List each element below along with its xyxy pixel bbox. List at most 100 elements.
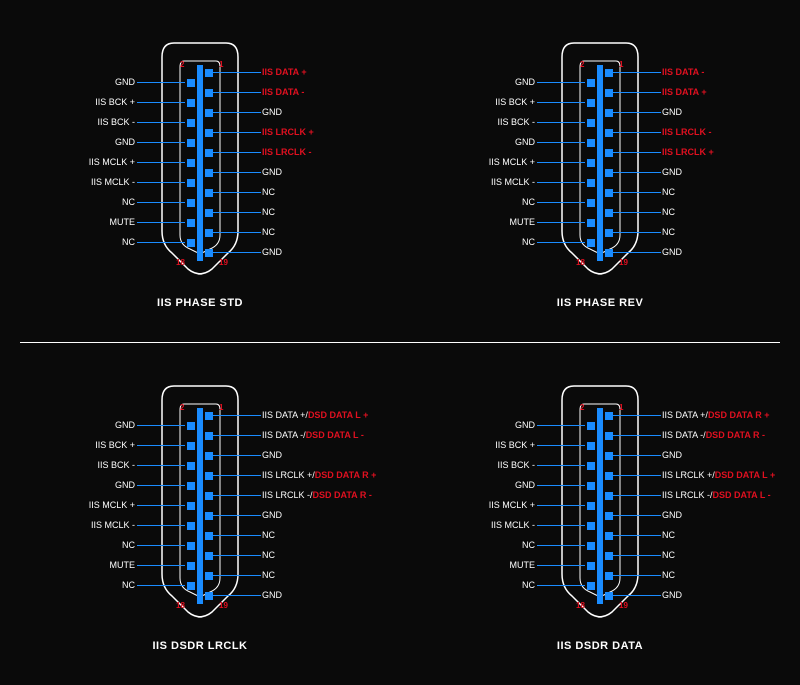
lead-line [613, 152, 661, 153]
pin [205, 109, 213, 117]
pin [205, 149, 213, 157]
pin [205, 592, 213, 600]
pin [187, 239, 195, 247]
lead-line [213, 152, 261, 153]
pin [187, 522, 195, 530]
pin-label: NC [122, 237, 135, 247]
pin [205, 452, 213, 460]
pin-label: NC [662, 187, 675, 197]
lead-line [213, 515, 261, 516]
pin-label: IIS DATA +/DSD DATA L + [262, 410, 368, 420]
pin-label: IIS MCLK - [91, 177, 135, 187]
pin-label: MUTE [110, 217, 136, 227]
pin [205, 229, 213, 237]
pin-label: NC [122, 540, 135, 550]
pin [605, 109, 613, 117]
pin-label: NC [262, 227, 275, 237]
pin-label: GND [662, 510, 682, 520]
pin [587, 239, 595, 247]
pin-label: IIS DATA +/DSD DATA R + [662, 410, 770, 420]
pin [187, 159, 195, 167]
lead-line [137, 425, 185, 426]
lead-line [213, 475, 261, 476]
pin-label: GND [262, 167, 282, 177]
lead-line [137, 485, 185, 486]
lead-line [213, 232, 261, 233]
pin-label: IIS DATA - [262, 87, 304, 97]
lead-line [537, 242, 585, 243]
pin [205, 89, 213, 97]
pin-number: 19 [619, 258, 628, 267]
pin-label: IIS LRCLK +/DSD DATA L + [662, 470, 775, 480]
pin-label: GND [262, 590, 282, 600]
pin-label: IIS BCK + [495, 440, 535, 450]
pin-label: NC [522, 540, 535, 550]
pin [587, 482, 595, 490]
pin [587, 79, 595, 87]
pin [205, 432, 213, 440]
pin [187, 582, 195, 590]
lead-line [213, 555, 261, 556]
pin [205, 69, 213, 77]
lead-line [613, 575, 661, 576]
lead-line [613, 495, 661, 496]
pin-label: MUTE [510, 217, 536, 227]
pin-center-bar [597, 408, 603, 604]
lead-line [537, 565, 585, 566]
pin-label: GND [515, 480, 535, 490]
pin-number: 2 [580, 60, 584, 69]
pin-label: IIS BCK - [97, 460, 135, 470]
lead-line [613, 555, 661, 556]
pin [605, 412, 613, 420]
pin-label: GND [115, 137, 135, 147]
lead-line [137, 565, 185, 566]
pin-number: 18 [576, 601, 585, 610]
pin-label: IIS MCLK + [489, 500, 535, 510]
pin-number: 18 [576, 258, 585, 267]
pin [205, 552, 213, 560]
pin-label: IIS MCLK - [491, 177, 535, 187]
lead-line [613, 515, 661, 516]
pinout-title: IIS PHASE STD [157, 297, 243, 309]
pin [587, 179, 595, 187]
lead-line [537, 142, 585, 143]
pin-label: IIS BCK + [95, 440, 135, 450]
pin-label: IIS DATA + [262, 67, 307, 77]
lead-line [613, 595, 661, 596]
lead-line [213, 112, 261, 113]
pin [605, 432, 613, 440]
lead-line [213, 172, 261, 173]
pin-label: GND [262, 107, 282, 117]
pin [187, 542, 195, 550]
hdmi-connector: 211819IIS DATA +/DSD DATA R +IIS DATA -/… [430, 376, 770, 626]
pin-label: GND [515, 77, 535, 87]
lead-line [213, 455, 261, 456]
hdmi-connector: 211819IIS DATA -IIS DATA +GNDIIS LRCLK -… [430, 33, 770, 283]
pin [187, 462, 195, 470]
lead-line [213, 92, 261, 93]
pin-label: GND [662, 167, 682, 177]
pin [587, 502, 595, 510]
lead-line [213, 535, 261, 536]
pin-label: NC [522, 580, 535, 590]
lead-line [537, 182, 585, 183]
lead-line [137, 525, 185, 526]
pin-number: 19 [619, 601, 628, 610]
pin [205, 209, 213, 217]
pin-label: IIS MCLK + [489, 157, 535, 167]
pin [605, 512, 613, 520]
lead-line [213, 415, 261, 416]
lead-line [613, 535, 661, 536]
pin-label: IIS LRCLK - [262, 147, 312, 157]
pin [187, 482, 195, 490]
pin-label: NC [662, 207, 675, 217]
lead-line [537, 425, 585, 426]
pin-label: GND [662, 247, 682, 257]
pin-label: NC [262, 530, 275, 540]
lead-line [613, 212, 661, 213]
pin [205, 249, 213, 257]
pin [605, 552, 613, 560]
pin [605, 229, 613, 237]
pin-center-bar [597, 65, 603, 261]
pin-label: NC [662, 570, 675, 580]
